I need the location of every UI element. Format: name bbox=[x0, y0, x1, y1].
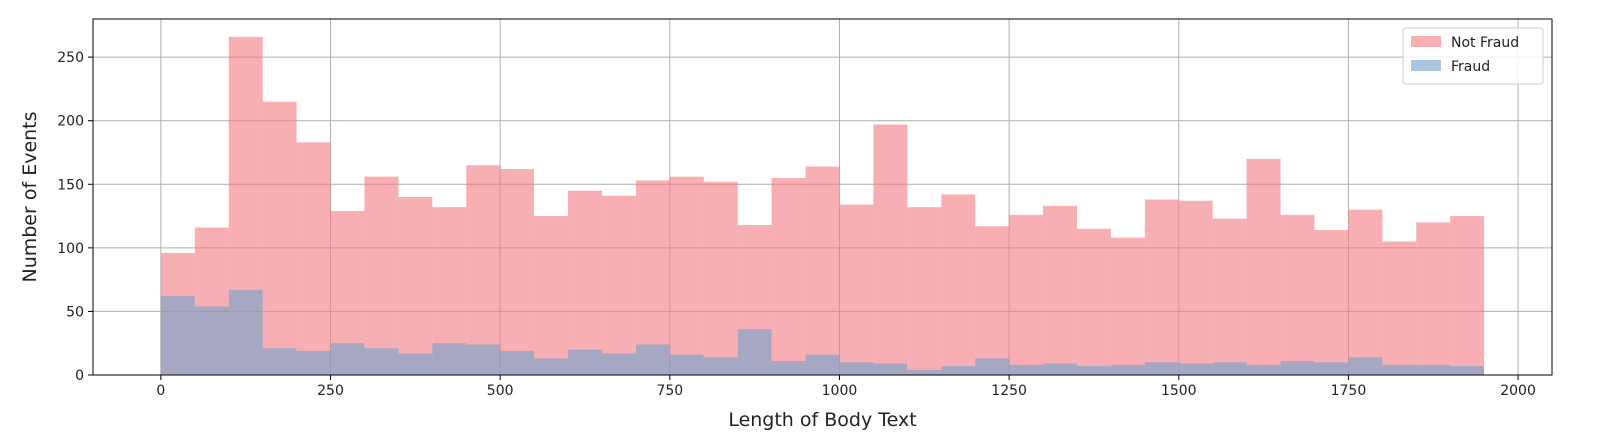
not-fraud-bar-28 bbox=[1110, 237, 1145, 375]
x-tick-label-0: 0 bbox=[156, 383, 165, 399]
legend: Not Fraud Fraud bbox=[1402, 27, 1544, 85]
not-fraud-bar-38 bbox=[1450, 216, 1485, 375]
y-tick-label-5: 250 bbox=[57, 50, 84, 66]
fraud-bar-6 bbox=[364, 348, 399, 375]
not-fraud-bar-6 bbox=[364, 176, 399, 375]
fraud-bar-32 bbox=[1246, 364, 1281, 375]
fraud-bar-30 bbox=[1178, 363, 1213, 375]
fraud-bar-24 bbox=[975, 358, 1010, 375]
not-fraud-bar-20 bbox=[839, 204, 874, 375]
axis-ticks: 0 250 500 750 1000 1250 1500 1750 2000 0 50 100 150 2… bbox=[57, 50, 1536, 399]
fraud-bar-15 bbox=[669, 354, 704, 375]
not-fraud-bar-12 bbox=[568, 190, 602, 375]
plot-frame bbox=[92, 18, 1553, 376]
fraud-bar-31 bbox=[1212, 362, 1247, 375]
fraud-bar-25 bbox=[1009, 364, 1044, 375]
x-axis-label: Length of Body Text bbox=[728, 409, 916, 431]
not-fraud-bar-29 bbox=[1144, 199, 1179, 375]
fraud-bar-23 bbox=[941, 366, 976, 375]
not-fraud-bar-13 bbox=[601, 195, 636, 375]
x-tick-label-2: 500 bbox=[487, 383, 514, 399]
fraud-bar-21 bbox=[873, 363, 908, 375]
fraud-bar-9 bbox=[466, 344, 501, 375]
fraud-bar-16 bbox=[703, 357, 738, 375]
not-fraud-bar-3 bbox=[262, 101, 297, 376]
fraud-bar-37 bbox=[1416, 364, 1451, 375]
fraud-bar-3 bbox=[262, 348, 297, 375]
not-fraud-bar-35 bbox=[1348, 209, 1383, 375]
fraud-bar-33 bbox=[1280, 361, 1315, 375]
not-fraud-bar-21 bbox=[873, 124, 908, 376]
not-fraud-bar-4 bbox=[296, 142, 331, 375]
not-fraud-bar-19 bbox=[805, 166, 840, 375]
fraud-bar-8 bbox=[432, 343, 467, 375]
y-tick-label-4: 200 bbox=[57, 114, 84, 130]
fraud-bar-12 bbox=[568, 349, 602, 375]
fraud-bar-27 bbox=[1076, 366, 1111, 375]
not-fraud-bar-30 bbox=[1178, 200, 1213, 375]
fraud-bar-20 bbox=[839, 362, 874, 375]
not-fraud-bar-23 bbox=[941, 194, 976, 375]
fraud-bar-28 bbox=[1110, 364, 1145, 375]
not-fraud-bar-26 bbox=[1043, 205, 1077, 375]
fraud-bar-2 bbox=[228, 289, 263, 375]
fraud-bar-36 bbox=[1382, 364, 1417, 375]
not-fraud-bar-9 bbox=[466, 165, 501, 375]
not-fraud-bar-34 bbox=[1314, 230, 1349, 375]
x-tick-label-4: 1000 bbox=[822, 383, 858, 399]
x-tick-label-5: 1250 bbox=[991, 383, 1027, 399]
not-fraud-bar-18 bbox=[771, 177, 806, 375]
not-fraud-bar-15 bbox=[669, 176, 704, 375]
fraud-bar-10 bbox=[500, 350, 535, 375]
not-fraud-bar-22 bbox=[907, 207, 942, 375]
x-tick-label-3: 750 bbox=[656, 383, 683, 399]
fraud-bar-35 bbox=[1348, 357, 1383, 375]
not-fraud-bar-25 bbox=[1009, 214, 1044, 375]
legend-label-not-fraud: Not Fraud bbox=[1451, 35, 1519, 51]
legend-swatch-not-fraud bbox=[1411, 36, 1441, 47]
not-fraud-bar-31 bbox=[1212, 218, 1247, 375]
fraud-bar-22 bbox=[907, 369, 942, 375]
y-axis-label: Number of Events bbox=[19, 111, 41, 282]
fraud-bar-26 bbox=[1043, 363, 1077, 375]
not-fraud-bar-11 bbox=[534, 216, 569, 375]
y-tick-label-2: 100 bbox=[57, 241, 84, 257]
legend-swatch-fraud bbox=[1411, 60, 1441, 71]
x-tick-label-7: 1750 bbox=[1331, 383, 1367, 399]
fraud-bar-4 bbox=[296, 350, 331, 375]
fraud-bar-7 bbox=[398, 353, 433, 375]
y-tick-label-0: 0 bbox=[75, 368, 84, 384]
not-fraud-bar-32 bbox=[1246, 158, 1281, 375]
legend-label-fraud: Fraud bbox=[1451, 59, 1490, 75]
fraud-bar-34 bbox=[1314, 362, 1349, 375]
fraud-bar-18 bbox=[771, 361, 806, 375]
x-tick-label-1: 250 bbox=[317, 383, 344, 399]
fraud-bar-38 bbox=[1450, 366, 1485, 375]
not-fraud-bar-10 bbox=[500, 169, 535, 375]
not-fraud-bar-37 bbox=[1416, 222, 1451, 375]
not-fraud-bar-36 bbox=[1382, 241, 1417, 375]
not-fraud-bar-16 bbox=[703, 181, 738, 375]
y-tick-label-3: 150 bbox=[57, 177, 84, 193]
fraud-bar-14 bbox=[635, 344, 670, 375]
fraud-bar-0 bbox=[160, 296, 195, 375]
bars bbox=[160, 36, 1485, 376]
not-fraud-bar-24 bbox=[975, 226, 1010, 375]
not-fraud-bar-27 bbox=[1076, 228, 1111, 375]
fraud-bar-19 bbox=[805, 354, 840, 375]
fraud-bar-1 bbox=[194, 306, 229, 375]
fraud-bar-29 bbox=[1144, 362, 1179, 375]
fraud-bar-11 bbox=[534, 358, 569, 375]
fraud-bar-5 bbox=[330, 343, 365, 375]
x-tick-label-6: 1500 bbox=[1161, 383, 1197, 399]
not-fraud-bar-7 bbox=[398, 197, 433, 375]
fraud-bar-17 bbox=[737, 329, 772, 375]
x-tick-label-8: 2000 bbox=[1500, 383, 1536, 399]
y-tick-label-1: 50 bbox=[66, 304, 84, 320]
not-fraud-bar-33 bbox=[1280, 214, 1315, 375]
fraud-bar-13 bbox=[601, 353, 636, 375]
not-fraud-bar-14 bbox=[635, 180, 670, 375]
